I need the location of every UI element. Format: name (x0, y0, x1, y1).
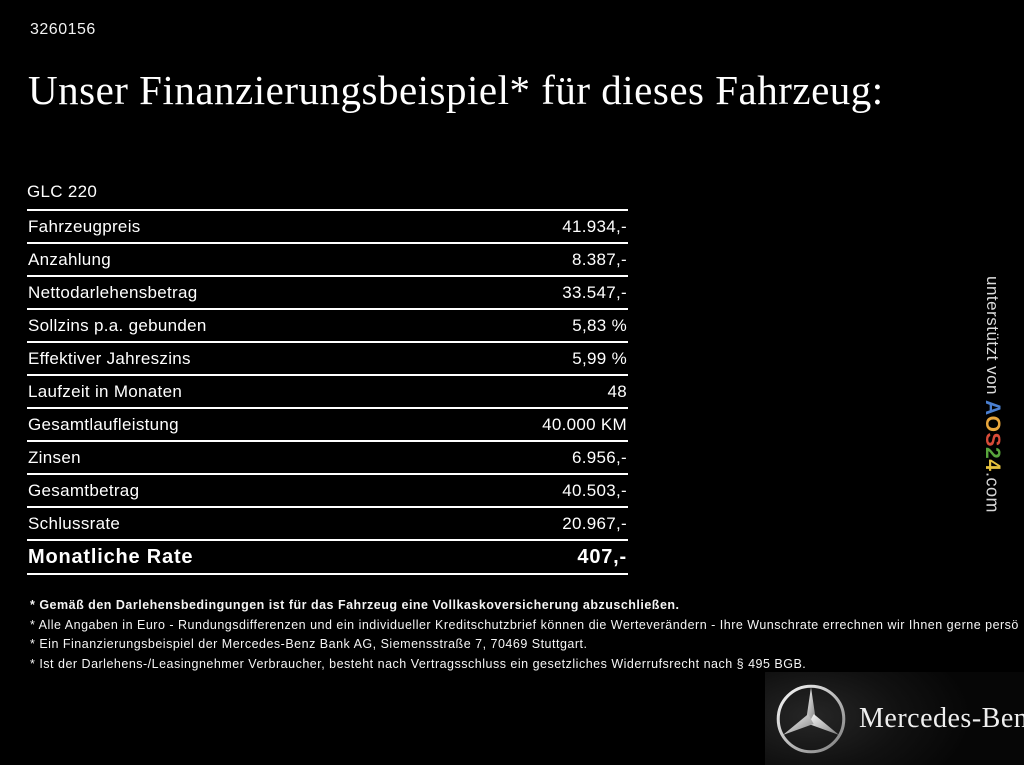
row-label: Laufzeit in Monaten (28, 381, 183, 401)
finance-table-rows: Fahrzeugpreis 41.934,- Anzahlung 8.387,-… (27, 209, 628, 541)
footnote: * Alle Angaben in Euro - Rundungsdiffere… (30, 617, 1018, 632)
table-row: Nettodarlehensbetrag 33.547,- (27, 277, 628, 310)
page-title: Unser Finanzierungsbeispiel* für dieses … (28, 67, 884, 113)
row-label: Nettodarlehensbetrag (28, 282, 198, 302)
row-value: 48 (607, 381, 627, 401)
table-row: Zinsen 6.956,- (27, 442, 628, 475)
table-row: Gesamtlaufleistung 40.000 KM (27, 409, 628, 442)
mercedes-star-icon (776, 684, 846, 753)
vehicle-model: GLC 220 (27, 182, 98, 201)
footnote: * Ist der Darlehens-/Leasingnehmer Verbr… (30, 656, 807, 671)
support-banner: unterstützt von AOS24 .com (980, 276, 1004, 562)
row-label: Fahrzeugpreis (28, 216, 141, 236)
table-row: Sollzins p.a. gebunden 5,83 % (27, 310, 628, 343)
table-row: Anzahlung 8.387,- (27, 244, 628, 277)
row-label: Anzahlung (28, 249, 112, 269)
monthly-rate-row: Monatliche Rate 407,- (27, 541, 628, 575)
row-label: Sollzins p.a. gebunden (28, 315, 207, 335)
aos24-logo: AOS24 (980, 400, 1004, 471)
row-value: 40.000 KM (542, 414, 627, 434)
row-value: 6.956,- (571, 447, 627, 467)
document-id: 3260156 (30, 21, 96, 38)
row-value: 5,83 % (572, 315, 627, 335)
mercedes-panel: Mercedes-Benz (765, 672, 1024, 765)
brand-letter: O (981, 415, 1004, 433)
row-value: 33.547,- (562, 282, 627, 302)
footnote: * Ein Finanzierungsbeispiel der Mercedes… (30, 637, 588, 651)
row-value: 41.934,- (562, 216, 627, 236)
footnotes: * Gemäß den Darlehensbedingungen ist für… (30, 598, 1018, 676)
row-value: 40.503,- (562, 480, 627, 500)
brand-letter: 2 (981, 447, 1004, 460)
table-row: Laufzeit in Monaten 48 (27, 376, 628, 409)
table-row: Schlussrate 20.967,- (27, 508, 628, 541)
row-label: Effektiver Jahreszins (28, 348, 191, 368)
brand-letter: A (981, 400, 1004, 416)
row-value: 5,99 % (572, 348, 627, 368)
table-row: Gesamtbetrag 40.503,- (27, 475, 628, 508)
brand-letter: S (981, 432, 1004, 448)
row-value: 8.387,- (571, 249, 627, 269)
row-label: Monatliche Rate (28, 545, 194, 568)
row-label: Gesamtlaufleistung (28, 414, 179, 434)
mercedes-wordmark: Mercedes-Benz (859, 702, 1024, 734)
table-row: Fahrzeugpreis 41.934,- (27, 211, 628, 244)
brand-letter: 4 (981, 459, 1004, 472)
row-label: Zinsen (28, 447, 81, 467)
table-row: Effektiver Jahreszins 5,99 % (27, 343, 628, 376)
row-value: 407,- (577, 545, 627, 568)
brand-suffix: .com (982, 471, 1003, 513)
row-label: Gesamtbetrag (28, 480, 140, 500)
support-text: unterstützt von (983, 276, 1002, 396)
footnote: * Gemäß den Darlehensbedingungen ist für… (30, 598, 680, 612)
row-label: Schlussrate (28, 513, 121, 533)
finance-table: GLC 220 Fahrzeugpreis 41.934,- Anzahlung… (27, 170, 628, 575)
row-value: 20.967,- (562, 513, 627, 533)
